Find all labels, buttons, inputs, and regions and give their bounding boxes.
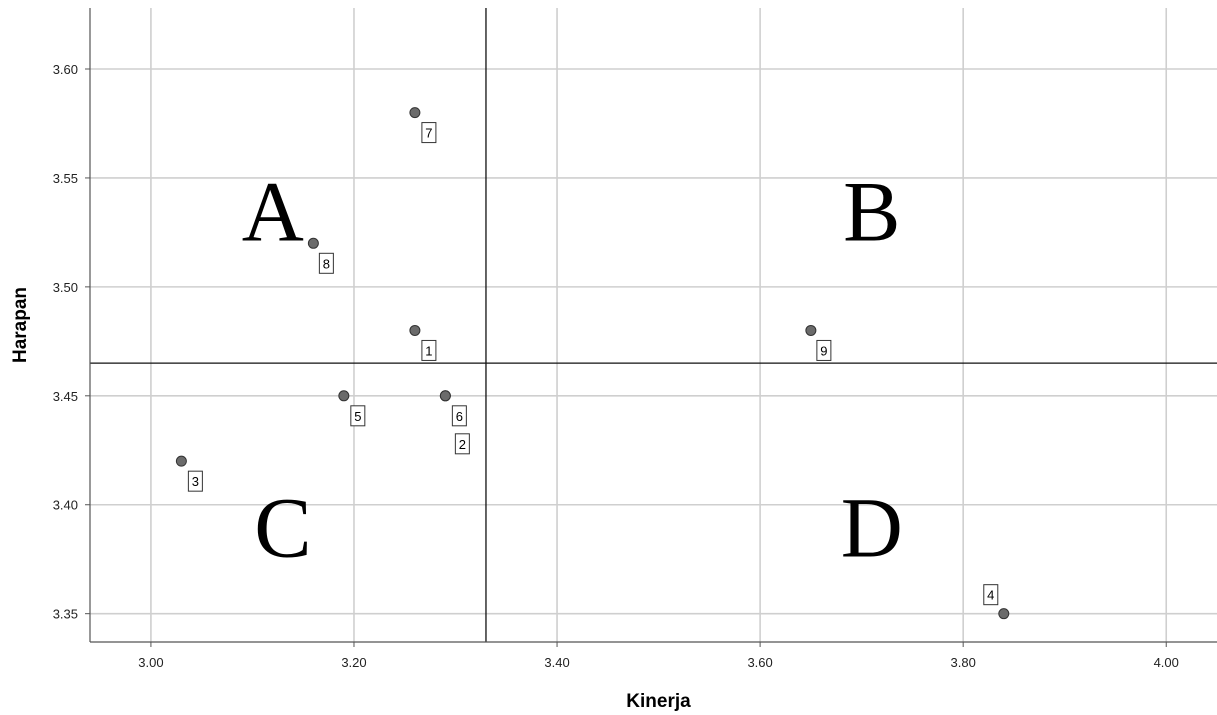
data-point bbox=[409, 107, 421, 119]
quadrant-label-c: C bbox=[254, 480, 311, 576]
point-label: 9 bbox=[820, 343, 827, 358]
point-label-box bbox=[187, 470, 203, 492]
data-point bbox=[409, 324, 421, 336]
data-point bbox=[998, 608, 1010, 620]
y-axis-title: Harapan bbox=[10, 287, 31, 363]
data-point-group: 6 bbox=[439, 390, 467, 427]
point-label: 3 bbox=[192, 474, 199, 489]
point-label-box bbox=[983, 584, 999, 606]
x-tick-label: 4.00 bbox=[1154, 655, 1179, 670]
data-point bbox=[439, 390, 451, 402]
data-point bbox=[338, 390, 350, 402]
quadrant-labels: A B C D bbox=[242, 164, 903, 576]
point-label: 4 bbox=[987, 588, 994, 603]
data-point-group: 1 bbox=[409, 324, 437, 361]
x-tick-label: 3.20 bbox=[341, 655, 366, 670]
x-tick-label: 3.40 bbox=[544, 655, 569, 670]
y-tick-label: 3.60 bbox=[53, 62, 78, 77]
quadrant-label-a: A bbox=[242, 164, 304, 260]
grid-layer bbox=[90, 8, 1217, 642]
data-point bbox=[805, 324, 817, 336]
data-point-group: 4 bbox=[983, 584, 1010, 620]
data-point-group: 3 bbox=[175, 455, 203, 492]
y-tick-label: 3.40 bbox=[53, 498, 78, 513]
point-label-box bbox=[421, 339, 437, 361]
data-point-group: 5 bbox=[338, 390, 366, 427]
data-point bbox=[175, 455, 187, 467]
x-tick-label: 3.60 bbox=[747, 655, 772, 670]
point-label-box bbox=[454, 433, 470, 455]
y-tick-label: 3.50 bbox=[53, 280, 78, 295]
point-label-box bbox=[318, 252, 334, 274]
axes bbox=[85, 8, 1217, 647]
point-label: 2 bbox=[459, 437, 466, 452]
reference-lines bbox=[90, 8, 1217, 642]
data-point-group: 7 bbox=[409, 107, 437, 144]
x-axis-title: Kinerja bbox=[626, 691, 691, 712]
data-point-group: 8 bbox=[307, 237, 334, 274]
point-label-box bbox=[451, 405, 467, 427]
point-label: 6 bbox=[456, 409, 463, 424]
point-label-box bbox=[816, 339, 832, 361]
point-label: 7 bbox=[425, 126, 432, 141]
data-point bbox=[307, 237, 319, 249]
data-points: 1 2 3 4 5 6 7 8 9 bbox=[175, 107, 1010, 620]
y-tick-label: 3.55 bbox=[53, 171, 78, 186]
tick-labels: 3.00 3.20 3.40 3.60 3.80 4.00 3.35 3.40 3.45 3.50… bbox=[53, 62, 1179, 670]
point-label-box bbox=[421, 122, 437, 144]
data-point-group: 9 bbox=[805, 324, 832, 361]
point-label: 8 bbox=[323, 256, 330, 271]
point-label: 1 bbox=[425, 343, 432, 358]
quadrant-label-d: D bbox=[841, 480, 903, 576]
y-tick-label: 3.45 bbox=[53, 389, 78, 404]
point-label-box bbox=[350, 405, 366, 427]
point-label: 5 bbox=[354, 409, 361, 424]
quadrant-label-b: B bbox=[843, 164, 900, 260]
y-tick-label: 3.35 bbox=[53, 607, 78, 622]
x-tick-label: 3.00 bbox=[138, 655, 163, 670]
x-tick-label: 3.80 bbox=[951, 655, 976, 670]
